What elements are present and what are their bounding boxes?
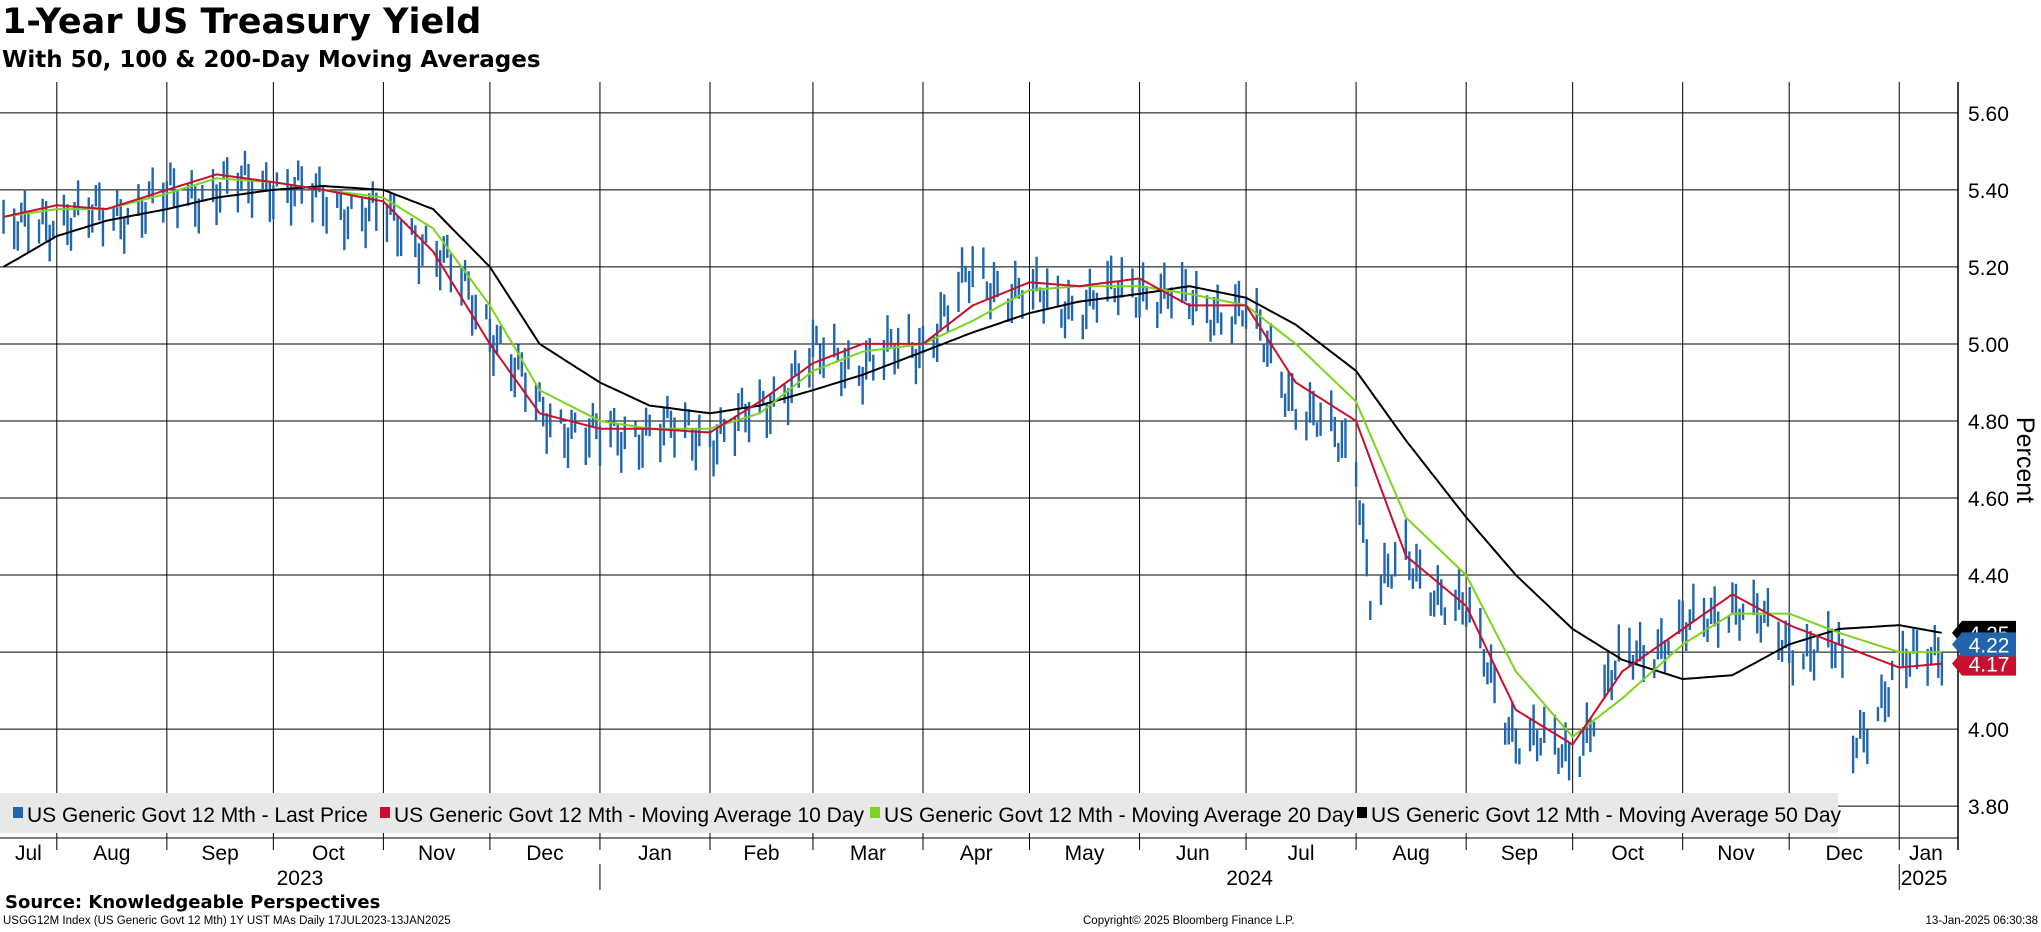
last-price-label: 4.22	[1969, 634, 2010, 657]
moving-average-layer	[2, 173, 1942, 746]
axis-layer: 5.605.405.205.004.804.604.404.204.003.80…	[15, 103, 2039, 890]
ma10-line	[3, 173, 1942, 746]
x-tick-label: Dec	[1826, 842, 1863, 865]
ma50-line	[2, 184, 1942, 681]
x-tick-label: Mar	[850, 842, 886, 865]
chart-title: 1-Year US Treasury Yield	[2, 2, 482, 42]
y-axis-title: Percent	[2011, 417, 2039, 503]
x-tick-label: Aug	[93, 842, 130, 865]
chart-svg: 5.605.405.205.004.804.604.404.204.003.80…	[0, 82, 2039, 890]
x-tick-label: Jun	[1176, 842, 1210, 865]
y-tick-label: 5.40	[1968, 180, 2009, 203]
last-price-box	[1952, 632, 2016, 657]
legend-label: US Generic Govt 12 Mth - Moving Average …	[884, 804, 1354, 827]
footer-copyright: Copyright© 2025 Bloomberg Finance L.P.	[1083, 915, 1295, 927]
x-tick-label: Jul	[1288, 842, 1315, 865]
year-label: 2024	[1226, 867, 1273, 890]
grid-layer	[0, 82, 1959, 850]
y-tick-label: 4.80	[1968, 411, 2009, 434]
x-tick-label: May	[1065, 842, 1105, 865]
x-tick-label: Feb	[743, 842, 779, 865]
x-tick-label: Aug	[1392, 842, 1429, 865]
legend: US Generic Govt 12 Mth - Last Price US Ge…	[0, 793, 1841, 833]
y-tick-label: 3.80	[1968, 796, 2009, 819]
year-label: 2025	[1901, 867, 1948, 890]
legend-swatch	[870, 807, 880, 818]
x-tick-label: Sep	[201, 842, 238, 865]
year-label: 2023	[277, 867, 324, 890]
legend-swatch	[1357, 807, 1367, 818]
source-note: Source: Knowledgeable Perspectives	[5, 892, 381, 913]
legend-background	[0, 793, 1838, 833]
footer-timestamp: 13-Jan-2025 06:30:38	[1925, 915, 2038, 927]
last-ma10-box	[1952, 651, 2016, 676]
y-tick-label: 4.60	[1968, 488, 2009, 511]
x-tick-label: Jan	[1909, 842, 1943, 865]
y-tick-label: 5.60	[1968, 103, 2009, 126]
legend-swatch	[380, 807, 390, 818]
x-tick-label: Oct	[312, 842, 345, 865]
legend-label: US Generic Govt 12 Mth - Moving Average …	[394, 804, 864, 827]
x-tick-label: Sep	[1501, 842, 1538, 865]
legend-label: US Generic Govt 12 Mth - Moving Average …	[1371, 804, 1841, 827]
last-value-callouts: 4.254.174.22	[1952, 620, 2016, 677]
price-bars-layer	[2, 150, 1944, 781]
x-tick-label: Dec	[526, 842, 563, 865]
y-tick-label: 4.40	[1968, 565, 2009, 588]
y-tick-label: 4.00	[1968, 719, 2009, 742]
legend-swatch	[13, 807, 23, 818]
x-tick-label: Nov	[418, 842, 456, 865]
x-tick-label: Nov	[1717, 842, 1755, 865]
y-tick-label: 5.00	[1968, 334, 2009, 357]
last-ma10-label: 4.17	[1969, 654, 2010, 677]
x-tick-label: Apr	[960, 842, 993, 865]
x-tick-label: Oct	[1611, 842, 1644, 865]
footer-ticker-info: USGG12M Index (US Generic Govt 12 Mth) 1…	[3, 915, 451, 927]
y-tick-label: 5.20	[1968, 257, 2009, 280]
chart-subtitle: With 50, 100 & 200-Day Moving Averages	[2, 47, 541, 73]
x-tick-label: Jul	[15, 842, 42, 865]
legend-label: US Generic Govt 12 Mth - Last Price	[27, 804, 368, 827]
x-tick-label: Jan	[638, 842, 672, 865]
